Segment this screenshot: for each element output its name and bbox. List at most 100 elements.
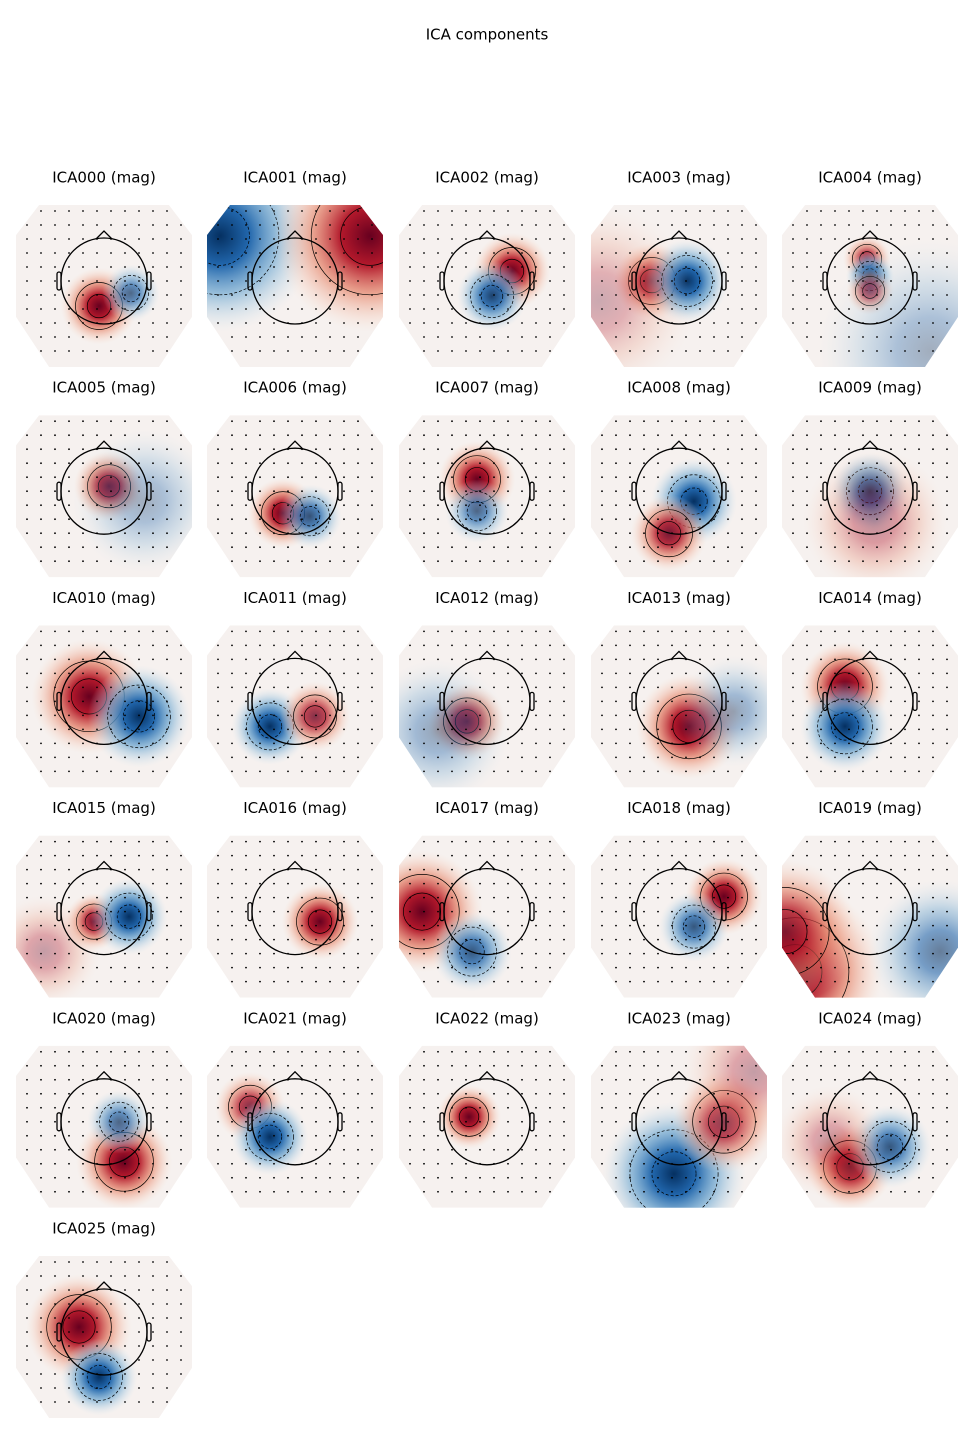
sensor bbox=[741, 952, 743, 955]
sensor bbox=[152, 532, 154, 535]
sensor bbox=[577, 1051, 579, 1053]
sensor bbox=[792, 714, 794, 717]
sensor bbox=[507, 490, 509, 493]
sensor bbox=[685, 1050, 687, 1053]
sensor bbox=[26, 700, 28, 703]
sensor bbox=[932, 308, 934, 310]
sensor bbox=[180, 280, 182, 282]
sensor bbox=[138, 658, 140, 661]
sensor bbox=[493, 924, 495, 927]
sensor bbox=[806, 980, 808, 983]
sensor bbox=[166, 1050, 168, 1053]
sensor bbox=[423, 434, 425, 437]
sensor bbox=[521, 308, 523, 310]
sensor bbox=[68, 420, 70, 423]
sensor bbox=[671, 336, 673, 338]
sensor bbox=[26, 504, 28, 507]
sensor bbox=[423, 910, 425, 913]
sensor bbox=[385, 953, 387, 955]
sensor bbox=[68, 448, 70, 451]
sensor bbox=[535, 1148, 537, 1151]
sensor bbox=[741, 756, 743, 759]
sensor bbox=[96, 756, 98, 759]
sensor bbox=[40, 840, 42, 843]
sensor bbox=[231, 280, 233, 282]
component-title: ICA023 (mag) bbox=[627, 1009, 731, 1027]
sensor bbox=[437, 1050, 439, 1053]
sensor bbox=[946, 686, 948, 689]
sensor bbox=[699, 462, 701, 465]
sensor bbox=[371, 658, 373, 661]
sensor bbox=[493, 672, 495, 675]
sensor bbox=[792, 1148, 794, 1151]
sensor bbox=[152, 1359, 154, 1361]
sensor bbox=[68, 308, 70, 310]
sensor bbox=[834, 1176, 836, 1179]
sensor bbox=[960, 841, 962, 843]
sensor bbox=[451, 476, 453, 479]
sensor bbox=[769, 1163, 771, 1165]
sensor bbox=[287, 224, 289, 226]
sensor bbox=[549, 280, 551, 282]
sensor bbox=[601, 882, 603, 885]
sensor bbox=[259, 728, 261, 731]
ear bbox=[146, 481, 152, 501]
sensor bbox=[629, 518, 631, 521]
sensor bbox=[82, 1134, 84, 1137]
sensor bbox=[343, 462, 345, 465]
sensor bbox=[217, 280, 219, 282]
sensor bbox=[671, 504, 673, 507]
sensor bbox=[465, 462, 467, 465]
sensor bbox=[727, 686, 729, 689]
sensor bbox=[960, 855, 962, 857]
sensor bbox=[848, 686, 850, 689]
sensor bbox=[643, 308, 645, 310]
sensor bbox=[273, 756, 275, 759]
topomap: ICA012 (mag) bbox=[399, 589, 575, 788]
sensor bbox=[834, 266, 836, 268]
sensor bbox=[465, 770, 467, 773]
sensor bbox=[960, 883, 962, 885]
sensor bbox=[68, 1120, 70, 1123]
sensor bbox=[180, 658, 182, 661]
sensor bbox=[904, 1078, 906, 1081]
sensor bbox=[876, 462, 878, 465]
sensor bbox=[671, 518, 673, 521]
sensor bbox=[301, 1106, 303, 1109]
sensor bbox=[713, 728, 715, 731]
sensor bbox=[521, 630, 523, 633]
sensor bbox=[138, 728, 140, 731]
sensor bbox=[124, 518, 126, 521]
sensor bbox=[259, 336, 261, 338]
sensor bbox=[806, 630, 808, 633]
sensor bbox=[343, 1092, 345, 1095]
sensor bbox=[615, 532, 617, 535]
sensor bbox=[231, 644, 233, 647]
sensor bbox=[245, 224, 247, 226]
ear bbox=[529, 1112, 535, 1132]
sensor bbox=[549, 910, 551, 913]
sensor bbox=[437, 294, 439, 296]
sensor bbox=[629, 546, 631, 549]
sensor bbox=[217, 882, 219, 885]
sensor bbox=[946, 1106, 948, 1109]
sensor bbox=[493, 210, 495, 212]
sensor bbox=[96, 980, 98, 983]
sensor bbox=[932, 1120, 934, 1123]
sensor bbox=[409, 686, 411, 689]
sensor bbox=[713, 462, 715, 465]
sensor bbox=[806, 448, 808, 451]
sensor bbox=[124, 476, 126, 479]
sensor bbox=[245, 546, 247, 549]
sensor bbox=[371, 420, 373, 423]
sensor bbox=[493, 350, 495, 352]
sensor bbox=[549, 700, 551, 703]
sensor bbox=[465, 280, 467, 282]
sensor bbox=[862, 1148, 864, 1151]
sensor bbox=[437, 770, 439, 773]
sensor bbox=[152, 868, 154, 871]
sensor bbox=[166, 952, 168, 955]
sensor bbox=[834, 560, 836, 563]
sensor bbox=[437, 224, 439, 226]
sensor bbox=[110, 672, 112, 675]
